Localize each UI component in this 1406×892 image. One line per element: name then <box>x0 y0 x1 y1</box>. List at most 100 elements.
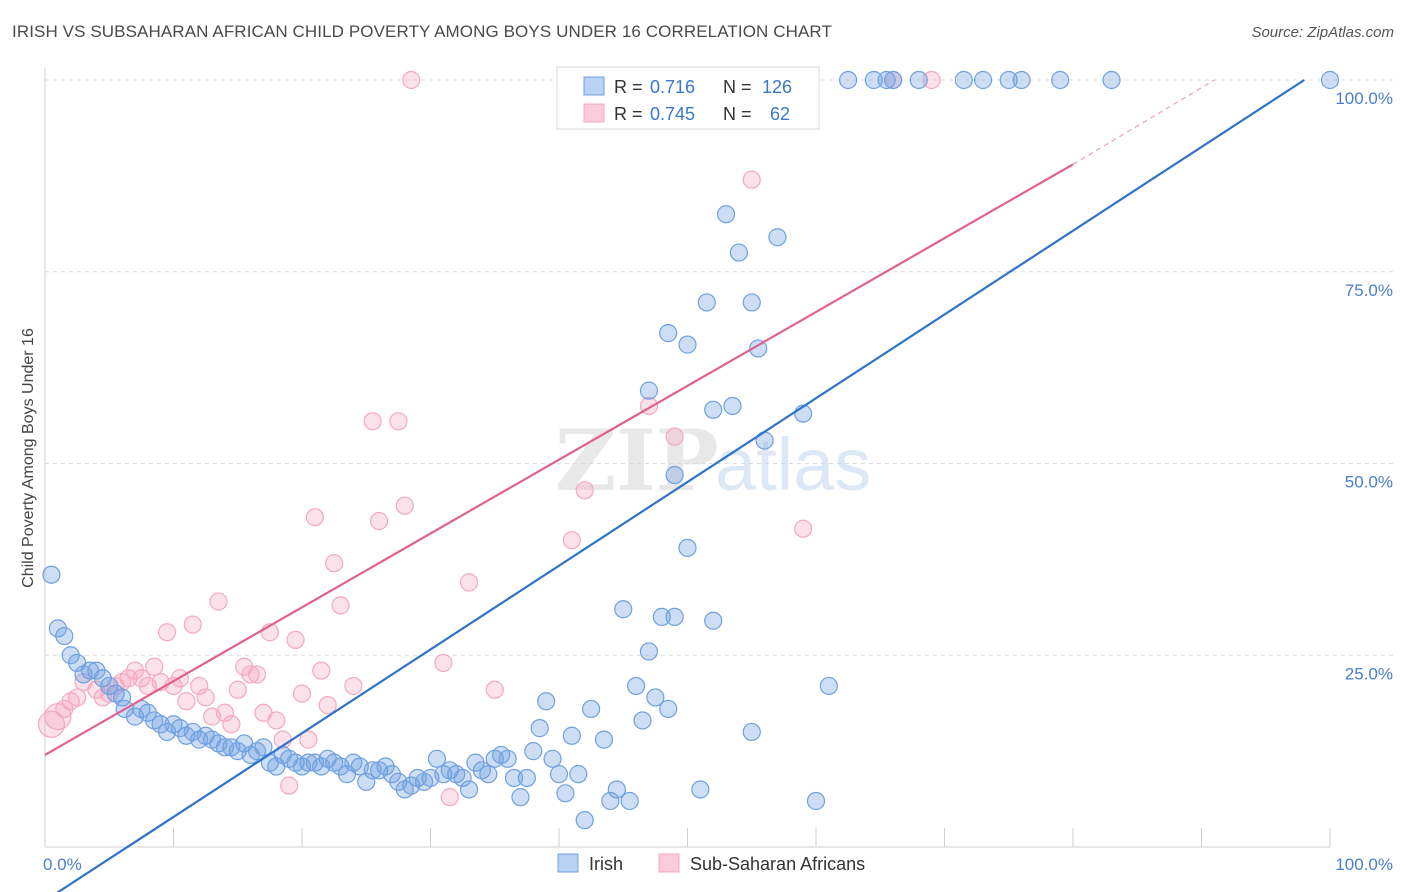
legend-r-label-subsaharan: R = <box>614 104 643 124</box>
subsaharan-point-62 <box>922 70 941 90</box>
irish-point-107 <box>768 228 787 247</box>
subsaharan-trend-line <box>44 163 1074 756</box>
irish-point-11 <box>112 688 132 707</box>
irish-point-71 <box>498 749 517 768</box>
subsaharan-point-17 <box>157 623 177 642</box>
irish-point-121 <box>1102 70 1121 90</box>
irish-point-33 <box>254 738 273 757</box>
irish-point-73 <box>511 788 530 807</box>
subsaharan-point-41 <box>312 661 331 680</box>
irish-point-118 <box>999 70 1018 90</box>
irish-point-103 <box>729 243 749 262</box>
subsaharan-point-25 <box>209 592 228 611</box>
bottom-legend: Irish Sub-Saharan Africans <box>557 853 865 874</box>
irish-point-60 <box>427 749 447 768</box>
irish-point-86 <box>601 791 620 811</box>
series-irish-points <box>42 70 1340 830</box>
y-tick-label-1: 75.0% <box>1345 281 1393 300</box>
subsaharan-point-4 <box>68 688 87 707</box>
irish-point-111 <box>839 70 858 90</box>
subsaharan-point-52 <box>440 788 459 807</box>
subsaharan-point-55 <box>562 531 581 550</box>
subsaharan-point-43 <box>325 554 344 573</box>
irish-point-79 <box>549 765 569 784</box>
subsaharan-point-42 <box>318 696 337 715</box>
subsaharan-point-54 <box>485 680 504 699</box>
trend-lines <box>44 79 1305 892</box>
subsaharan-point-23 <box>196 688 215 707</box>
legend-r-value-irish: 0.716 <box>650 77 695 97</box>
y-axis-title: Child Poverty Among Boys Under 16 <box>20 328 37 588</box>
subsaharan-point-30 <box>241 665 260 684</box>
subsaharan-point-45 <box>344 676 363 696</box>
bottom-legend-label-subsaharan: Sub-Saharan Africans <box>690 854 865 874</box>
subsaharan-point-44 <box>331 596 350 615</box>
irish-point-49 <box>357 772 376 791</box>
subsaharan-point-31 <box>247 665 267 684</box>
subsaharan-point-49 <box>395 496 414 515</box>
irish-point-85 <box>594 730 614 749</box>
legend-r-label-irish: R = <box>614 77 643 97</box>
irish-point-74 <box>517 768 536 788</box>
bottom-legend-label-irish: Irish <box>589 854 623 874</box>
irish-point-128 <box>704 611 723 630</box>
watermark-atlas: atlas <box>715 423 871 506</box>
irish-point-76 <box>530 719 549 738</box>
subsaharan-point-27 <box>222 715 241 734</box>
irish-point-81 <box>562 726 581 745</box>
irish-point-77 <box>537 692 556 711</box>
irish-point-84 <box>582 699 601 719</box>
irish-point-96 <box>665 607 684 627</box>
irish-point-117 <box>973 70 993 90</box>
irish-point-123 <box>665 465 684 485</box>
subsaharan-point-40 <box>305 508 324 527</box>
legend-swatch-irish <box>583 76 605 96</box>
irish-point-89 <box>620 791 639 811</box>
irish-point-109 <box>806 791 826 811</box>
irish-point-83 <box>575 811 594 830</box>
irish-point-122 <box>1320 70 1340 90</box>
irish-point-110 <box>819 676 838 696</box>
subsaharan-point-37 <box>286 630 305 650</box>
subsaharan-trend-extension <box>1072 79 1215 165</box>
irish-point-98 <box>691 780 710 799</box>
irish-point-126 <box>678 335 697 354</box>
subsaharan-point-50 <box>402 70 421 90</box>
irish-point-124 <box>639 381 659 400</box>
irish-point-101 <box>716 205 736 224</box>
irish-point-112 <box>864 70 883 90</box>
irish-point-75 <box>524 742 543 761</box>
irish-point-0 <box>42 565 61 584</box>
irish-point-105 <box>749 339 768 358</box>
irish-point-80 <box>556 784 575 803</box>
irish-point-93 <box>646 688 665 707</box>
irish-point-87 <box>607 780 626 799</box>
subsaharan-point-20 <box>177 692 196 711</box>
subsaharan-point-26 <box>215 703 234 722</box>
irish-point-68 <box>479 765 498 784</box>
subsaharan-point-22 <box>190 676 209 696</box>
irish-point-94 <box>652 607 671 627</box>
irish-point-115 <box>909 70 928 90</box>
legend-n-value-irish: 126 <box>762 77 792 97</box>
subsaharan-point-48 <box>389 412 408 431</box>
irish-point-104 <box>742 293 761 312</box>
subsaharan-point-34 <box>267 711 286 730</box>
legend-swatch-subsaharan <box>583 103 605 123</box>
irish-point-90 <box>626 676 646 696</box>
subsaharan-point-39 <box>299 730 318 749</box>
subsaharan-point-51 <box>434 653 453 673</box>
irish-point-72 <box>504 768 524 788</box>
watermark-zip: ZIP <box>555 411 719 510</box>
irish-point-100 <box>704 400 723 419</box>
y-tick-label-0: 100.0% <box>1335 89 1393 108</box>
irish-point-113 <box>877 70 896 90</box>
x-tick-labels: 0.0% 100.0% <box>43 855 1393 874</box>
chart-title: IRISH VS SUBSAHARAN AFRICAN CHILD POVERT… <box>12 22 832 41</box>
y-tick-label-3: 25.0% <box>1345 664 1393 683</box>
irish-point-64 <box>453 768 472 788</box>
x-tick-label-right: 100.0% <box>1335 855 1393 874</box>
irish-point-78 <box>543 749 562 768</box>
bottom-legend-swatch-subsaharan <box>658 853 680 873</box>
irish-point-95 <box>659 699 678 719</box>
